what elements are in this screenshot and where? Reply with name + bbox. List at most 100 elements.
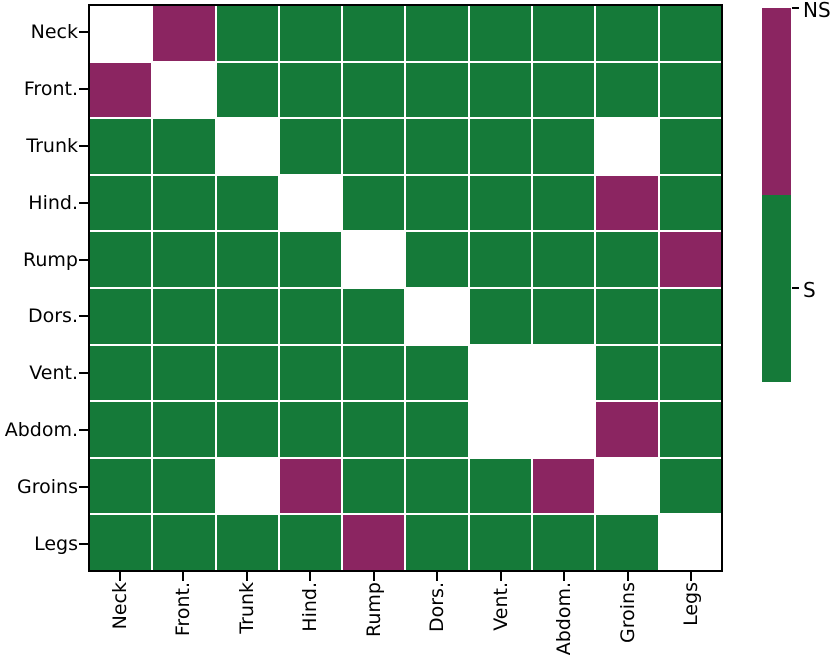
heatmap-cell-front-trunk [216,62,278,118]
heatmap-cell-dors-abdom [533,288,595,344]
x-axis-label: Hind. [299,582,322,632]
heatmap-cell-front-front [153,62,215,118]
heatmap-cell-hind-hind [279,175,342,231]
y-axis-label: Hind. [28,191,78,214]
y-axis-tick [79,201,88,204]
colorbar-tick [792,7,799,9]
heatmap-cell-neck-front [153,6,215,61]
heatmap-cell-neck-rump [343,6,405,61]
heatmap-cell-vent-front [153,345,215,401]
heatmap-cell-hind-abdom [533,175,595,231]
x-axis-tick [436,572,439,581]
heatmap-cell-groins-rump [343,458,405,514]
heatmap-cell-neck-vent [469,6,532,61]
heatmap-cell-trunk-hind [279,119,342,174]
heatmap-cell-front-rump [343,62,405,118]
heatmap-cell-hind-groins [596,175,658,231]
y-axis-tick [79,429,88,431]
heatmap-cell-abdom-legs [659,402,721,457]
heatmap-cell-dors-groins [596,288,658,344]
colorbar-tick-label: S [803,278,816,303]
heatmap-cell-legs-trunk [216,515,278,570]
heatmap-cell-groins-neck [90,458,152,514]
heatmap-cell-trunk-abdom [533,119,595,174]
heatmap-cell-dors-trunk [216,288,278,344]
heatmap-cell-groins-front [153,458,215,514]
heatmap-cell-abdom-abdom [533,402,595,457]
heatmap-cell-legs-neck [90,515,152,570]
heatmap-cell-front-neck [90,62,152,118]
heatmap-cell-groins-dors [406,458,468,514]
heatmap-cell-hind-trunk [216,175,278,231]
heatmap-cell-dors-front [153,288,215,344]
heatmap-cell-trunk-rump [343,119,405,174]
heatmap-cell-dors-vent [469,288,532,344]
heatmap-cell-rump-trunk [216,232,278,287]
heatmap-cell-abdom-hind [279,402,342,457]
heatmap-cell-neck-hind [279,6,342,61]
heatmap-cell-trunk-groins [596,119,658,174]
heatmap-cell-legs-rump [343,515,405,570]
heatmap-cell-front-groins [596,62,658,118]
heatmap-cell-front-dors [406,62,468,118]
heatmap-cell-legs-dors [406,515,468,570]
colorbar-tick-label: NS [803,0,831,22]
heatmap-cell-trunk-legs [659,119,721,174]
x-axis-label: Abdom. [553,582,576,656]
heatmap-cell-vent-vent [469,345,532,401]
y-axis-tick [79,88,88,91]
heatmap-cell-rump-rump [343,232,405,287]
heatmap-cell-vent-neck [90,345,152,401]
heatmap-cell-groins-trunk [216,458,278,514]
y-axis-label: Abdom. [4,419,78,441]
heatmap-cell-abdom-rump [343,402,405,457]
y-axis-label: Dors. [27,305,78,328]
heatmap-cell-neck-neck [90,6,152,61]
heatmap-cell-groins-vent [469,458,532,514]
heatmap-cell-trunk-neck [90,119,152,174]
heatmap-cell-hind-dors [406,175,468,231]
x-axis-tick [309,572,312,581]
heatmap-cell-vent-trunk [216,345,278,401]
x-axis-tick [182,572,185,581]
heatmap-cell-neck-dors [406,6,468,61]
heatmap-cell-trunk-front [153,119,215,174]
heatmap-cell-trunk-vent [469,119,532,174]
heatmap-cell-groins-hind [279,458,342,514]
heatmap-cell-rump-abdom [533,232,595,287]
heatmap-cell-dors-legs [659,288,721,344]
heatmap-cell-front-vent [469,62,532,118]
heatmap-cell-rump-hind [279,232,342,287]
x-axis-label: Neck [108,582,131,630]
colorbar-segment-s [762,195,791,382]
y-axis-label: Front. [23,78,78,101]
heatmap-cell-neck-trunk [216,6,278,61]
y-axis-label: Legs [34,532,78,555]
heatmap-cell-dors-hind [279,288,342,344]
heatmap-cell-rump-groins [596,232,658,287]
x-axis-label: Groins [616,582,639,643]
heatmap-cell-vent-abdom [533,345,595,401]
heatmap-plot-area [88,4,723,572]
colorbar-segment-ns [762,8,791,195]
colorbar [762,8,791,382]
x-axis-label: Legs [680,582,703,626]
y-axis-label: Trunk [26,135,78,157]
y-axis-tick [79,485,88,488]
heatmap-cell-dors-neck [90,288,152,344]
heatmap-cell-vent-legs [659,345,721,401]
y-axis-label: Groins [17,475,78,498]
heatmap-cell-trunk-dors [406,119,468,174]
x-axis-label: Dors. [426,582,449,633]
colorbar-tick [792,287,799,290]
y-axis-label: Neck [30,21,78,44]
heatmap-cell-rump-legs [659,232,721,287]
y-axis-tick [79,315,88,318]
heatmap-cell-abdom-neck [90,402,152,457]
x-axis-label: Vent. [489,582,512,631]
y-axis-tick [79,258,88,261]
heatmap-cell-hind-front [153,175,215,231]
heatmap-cell-abdom-groins [596,402,658,457]
heatmap-cell-neck-abdom [533,6,595,61]
